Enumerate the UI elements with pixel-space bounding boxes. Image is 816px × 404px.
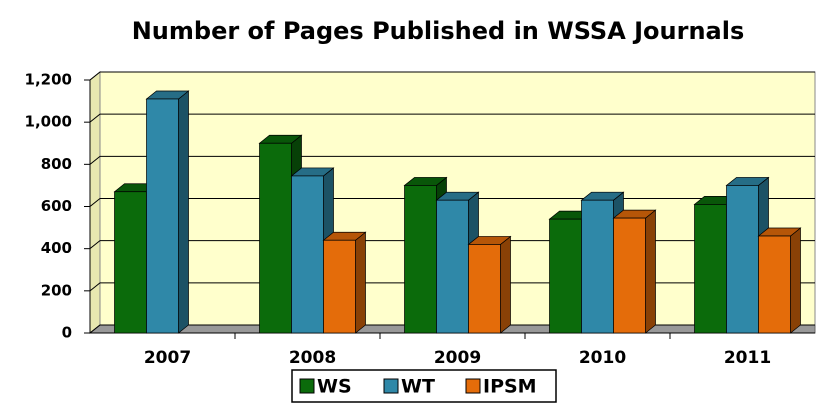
x-tick-label: 2009	[434, 348, 481, 368]
bar	[757, 227, 802, 334]
bar-front	[468, 244, 501, 334]
bar-front	[259, 142, 292, 334]
legend-swatch	[299, 378, 315, 394]
bar	[322, 231, 367, 334]
x-tick-label: 2010	[579, 348, 626, 368]
y-tick-label: 1,200	[25, 71, 72, 89]
bar-front	[549, 218, 582, 334]
bar-side	[178, 90, 189, 334]
y-tick-label: 0	[62, 324, 72, 342]
bar-front	[758, 235, 791, 334]
y-tick-label: 600	[41, 197, 72, 215]
bar-side	[645, 209, 656, 334]
bar-front	[726, 185, 759, 334]
grid-line	[89, 71, 815, 81]
bar-front	[146, 98, 179, 334]
legend-swatch	[465, 378, 481, 394]
legend-label: IPSM	[483, 376, 537, 398]
bar-front	[581, 199, 614, 334]
legend: WS WT IPSM	[291, 369, 557, 403]
x-tick-label: 2007	[144, 348, 191, 368]
bar-front	[613, 217, 646, 334]
bar-front	[114, 191, 147, 334]
bar	[612, 209, 657, 334]
y-tick-label: 200	[41, 281, 72, 299]
y-tick-label: 1,000	[25, 113, 72, 131]
bar-front	[694, 204, 727, 334]
legend-box	[291, 369, 557, 403]
bar-front	[404, 185, 437, 334]
bar-side	[500, 235, 511, 334]
bar-front	[323, 239, 356, 334]
x-tick-label: 2011	[724, 348, 771, 368]
legend-label: WS	[317, 376, 352, 398]
grid-line	[89, 113, 815, 123]
bar-side	[355, 231, 366, 334]
chart-title: Number of Pages Published in WSSA Journa…	[132, 17, 745, 45]
grid-line	[89, 198, 815, 207]
legend-label: WT	[401, 376, 435, 398]
grid-line	[89, 155, 815, 165]
y-tick-label: 800	[41, 155, 72, 173]
legend-swatch	[383, 378, 399, 394]
bar	[145, 90, 190, 334]
y-tick-label: 400	[41, 239, 72, 257]
bar-side	[790, 227, 801, 334]
x-tick-label: 2008	[289, 348, 336, 368]
bar-front	[291, 175, 324, 334]
bar	[467, 235, 512, 334]
bar-front	[436, 199, 469, 334]
